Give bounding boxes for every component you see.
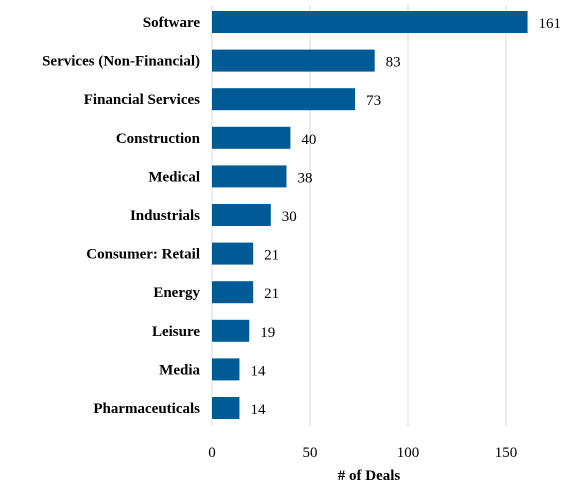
x-tick-label: 100 bbox=[397, 445, 420, 461]
category-label: Consumer: Retail bbox=[86, 247, 200, 263]
value-label: 21 bbox=[264, 248, 279, 264]
category-label: Medical bbox=[148, 169, 200, 185]
category-label: Leisure bbox=[152, 324, 200, 340]
value-label: 14 bbox=[250, 402, 266, 418]
category-label: Construction bbox=[116, 131, 201, 147]
value-label: 21 bbox=[264, 286, 279, 302]
bar bbox=[212, 204, 271, 226]
category-label: Industrials bbox=[130, 208, 200, 224]
x-tick-label: 0 bbox=[208, 445, 216, 461]
category-label: Pharmaceuticals bbox=[93, 401, 200, 417]
category-label: Software bbox=[143, 15, 201, 31]
value-label: 83 bbox=[386, 55, 401, 71]
bar bbox=[212, 397, 240, 419]
x-axis-title: # of Deals bbox=[338, 468, 401, 484]
bar bbox=[212, 49, 375, 72]
x-tick-label: 150 bbox=[495, 445, 518, 461]
x-tick-label: 50 bbox=[303, 445, 318, 461]
category-labels: Software Services (Non-Financial) Financia… bbox=[42, 15, 201, 417]
bar bbox=[212, 88, 356, 111]
category-label: Media bbox=[159, 362, 200, 378]
value-label: 14 bbox=[250, 363, 266, 379]
value-label: 40 bbox=[301, 132, 316, 148]
bar bbox=[212, 242, 254, 265]
bars bbox=[212, 11, 528, 419]
value-label: 38 bbox=[297, 170, 312, 186]
x-axis-ticks: 0 50 100 150 bbox=[208, 445, 517, 461]
value-labels: 161 83 73 40 38 30 21 21 19 14 14 bbox=[250, 16, 561, 418]
category-label: Financial Services bbox=[84, 92, 200, 108]
bar bbox=[212, 11, 528, 33]
bar bbox=[212, 126, 291, 149]
bar bbox=[212, 281, 254, 304]
bar bbox=[212, 319, 250, 342]
category-label: Services (Non-Financial) bbox=[42, 54, 200, 70]
value-label: 19 bbox=[260, 325, 275, 341]
bar bbox=[212, 358, 240, 381]
bar bbox=[212, 165, 287, 188]
value-label: 30 bbox=[282, 209, 297, 225]
value-label: 161 bbox=[539, 16, 562, 32]
value-label: 73 bbox=[366, 93, 381, 109]
category-label: Energy bbox=[153, 285, 200, 301]
